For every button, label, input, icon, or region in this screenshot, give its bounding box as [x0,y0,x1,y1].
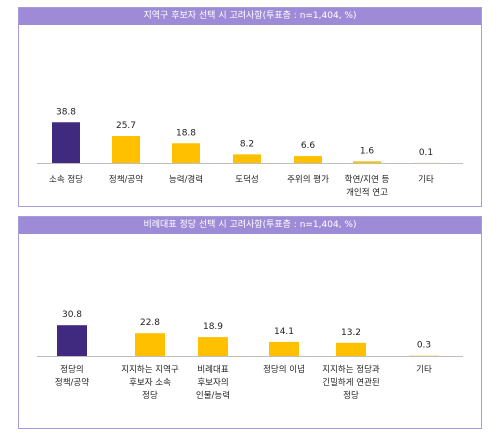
chart-district: 38.8 소속 정당 25.7 정책/공약 18.8 능력/경력 8.2 도덕성 6.6 주위의 … [37,107,463,198]
data-label-proportional-5: 13.2 [341,328,361,338]
bar-district-6 [353,161,381,163]
bar-district-2 [112,136,140,163]
category-label-proportional-1: 정당의 정책/공약 [55,364,89,388]
bar-district-4 [233,154,261,163]
category-label-district-1: 소속 정당 [49,174,83,185]
bar-proportional-5 [336,342,366,356]
data-label-proportional-6: 0.3 [417,341,431,351]
bar-district-1 [52,122,80,163]
category-label-proportional-5: 지지하는 정당과 긴밀하게 연관된 정당 [322,364,380,401]
data-label-proportional-2: 22.8 [140,318,160,328]
data-label-proportional-4: 14.1 [274,327,294,337]
category-label-proportional-2: 지지하는 지역구 후보자 소속 정당 [121,364,179,401]
data-label-district-7: 0.1 [419,148,433,158]
data-label-district-1: 38.8 [56,107,76,117]
category-label-proportional-4: 정당의 이념 [263,364,305,375]
bar-proportional-2 [135,333,165,356]
data-label-proportional-3: 18.9 [203,322,223,332]
chart-panel-district: 지역구 후보자 선택 시 고려사항(투표층 : n=1,404, %) 38.8… [18,7,482,207]
data-label-district-5: 6.6 [301,141,316,151]
data-label-district-2: 25.7 [116,121,136,131]
category-label-proportional-6: 기타 [416,365,432,375]
category-label-district-7: 기타 [418,175,434,185]
bar-proportional-3 [198,337,228,356]
category-label-district-4: 도덕성 [235,174,258,185]
bar-proportional-4 [269,341,299,356]
category-label-district-6: 학연/지연 등 개인적 연고 [345,174,390,198]
chart-panel-proportional: 비례대표 정당 선택 시 고려사항(투표층 : n=1,404, %) 30.8… [18,216,482,429]
data-label-district-6: 1.6 [360,146,375,156]
chart-title-district: 지역구 후보자 선택 시 고려사항(투표층 : n=1,404, %) [19,8,481,25]
category-label-district-5: 주위의 평가 [287,174,329,185]
chart-proportional: 30.8 정당의 정책/공약 22.8 지지하는 지역구 후보자 소속 정당 18.9 비례대표… [37,310,463,401]
data-label-district-4: 8.2 [240,139,254,149]
bar-proportional-1 [57,325,87,356]
bar-district-3 [172,143,200,163]
data-label-district-3: 18.8 [176,128,196,138]
bar-district-5 [294,156,322,163]
chart-title-proportional: 비례대표 정당 선택 시 고려사항(투표층 : n=1,404, %) [19,217,481,234]
category-label-proportional-3: 비례대표 후보자의 인물/능력 [196,364,230,401]
data-label-proportional-1: 30.8 [62,310,82,320]
category-label-district-2: 정책/공약 [109,174,143,185]
category-label-district-3: 능력/경력 [169,174,203,185]
